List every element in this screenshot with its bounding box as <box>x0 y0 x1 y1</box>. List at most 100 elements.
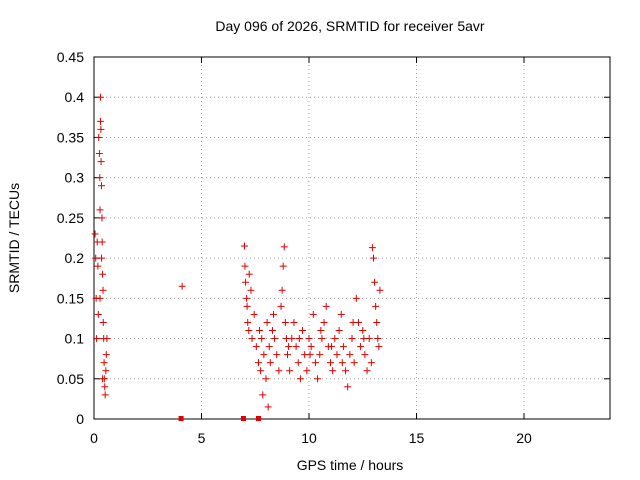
data-point <box>244 318 252 326</box>
y-tick-label: 0.2 <box>65 250 85 266</box>
data-point <box>95 133 103 141</box>
data-point <box>99 318 107 326</box>
data-point <box>371 278 379 286</box>
data-point <box>258 335 266 343</box>
data-point <box>97 158 105 166</box>
data-point <box>279 262 287 270</box>
x-axis-label: GPS time / hours <box>297 457 404 473</box>
data-point <box>363 367 371 375</box>
data-point <box>243 294 251 302</box>
data-points <box>91 93 384 421</box>
data-point <box>262 375 270 383</box>
data-point <box>241 242 248 250</box>
data-point <box>96 206 104 214</box>
y-tick-label: 0 <box>76 411 84 427</box>
data-point <box>367 359 375 367</box>
data-point <box>99 286 107 294</box>
data-point <box>256 327 264 335</box>
data-point <box>278 286 286 294</box>
data-point <box>317 327 325 335</box>
data-point <box>337 310 345 318</box>
data-point <box>245 327 253 335</box>
data-point <box>91 230 99 238</box>
data-point <box>264 403 272 411</box>
data-point <box>99 270 107 278</box>
data-point <box>96 93 104 101</box>
data-point <box>303 367 311 375</box>
data-point <box>98 214 106 222</box>
data-point <box>271 335 279 343</box>
data-point <box>178 282 186 290</box>
data-point <box>292 343 300 351</box>
data-point <box>102 351 110 359</box>
data-point <box>373 318 381 326</box>
data-point <box>350 359 358 367</box>
data-point <box>314 375 322 383</box>
data-point <box>339 343 347 351</box>
data-point <box>266 359 274 367</box>
data-point <box>294 359 302 367</box>
data-point <box>260 351 268 359</box>
data-point <box>257 367 265 375</box>
data-point <box>98 254 106 262</box>
data-point <box>333 351 341 359</box>
data-point <box>243 302 251 310</box>
y-tick-label: 0.35 <box>57 129 84 145</box>
data-point <box>96 294 104 302</box>
data-point <box>102 367 110 375</box>
data-point <box>93 335 101 343</box>
data-point <box>335 327 343 335</box>
data-point <box>100 359 108 367</box>
data-point <box>259 391 267 399</box>
data-point <box>286 367 294 375</box>
data-point <box>247 286 255 294</box>
data-point <box>344 383 352 391</box>
data-point <box>311 359 319 367</box>
data-point <box>318 335 326 343</box>
data-point <box>98 238 106 246</box>
data-point <box>270 310 278 318</box>
data-point <box>327 359 334 367</box>
y-tick-label: 0.45 <box>57 49 84 65</box>
data-point <box>97 125 105 133</box>
data-point <box>296 375 304 383</box>
data-point <box>290 318 298 326</box>
data-point <box>103 335 111 343</box>
y-axis-label: SRMTID / TECUs <box>6 183 22 293</box>
data-point <box>357 343 365 351</box>
data-point <box>284 351 291 359</box>
y-tick-labels: 0 0.05 0.1 0.15 0.2 0.25 0.3 0.35 0.4 0.45 <box>57 49 84 427</box>
plot-frame <box>93 56 611 420</box>
y-tick-label: 0.05 <box>57 371 84 387</box>
data-point <box>273 351 281 359</box>
data-point <box>94 310 102 318</box>
data-point <box>95 150 103 158</box>
data-point <box>99 375 107 383</box>
data-point <box>368 244 376 252</box>
data-point <box>376 286 384 294</box>
x-tick-label: 20 <box>516 430 532 446</box>
data-point <box>346 351 354 359</box>
data-point <box>374 335 382 343</box>
x-tick-label: 10 <box>301 430 317 446</box>
data-point <box>331 335 339 343</box>
chart-title: Day 096 of 2026, SRMTID for receiver 5av… <box>215 18 485 34</box>
x-tick-label: 0 <box>90 430 98 446</box>
data-point <box>295 335 303 343</box>
data-point <box>372 302 380 310</box>
data-point <box>320 318 328 326</box>
data-point <box>248 335 256 343</box>
data-point <box>328 343 336 351</box>
y-tick-label: 0.4 <box>65 89 85 105</box>
data-point <box>370 254 377 262</box>
data-point <box>306 351 314 359</box>
data-point <box>250 310 258 318</box>
data-point <box>242 278 250 286</box>
x-tick-label: 15 <box>409 430 425 446</box>
data-point <box>263 318 271 326</box>
data-point <box>361 351 369 359</box>
data-point <box>375 343 383 351</box>
zero-marker <box>178 416 184 421</box>
data-point <box>299 327 307 335</box>
data-point <box>288 335 296 343</box>
